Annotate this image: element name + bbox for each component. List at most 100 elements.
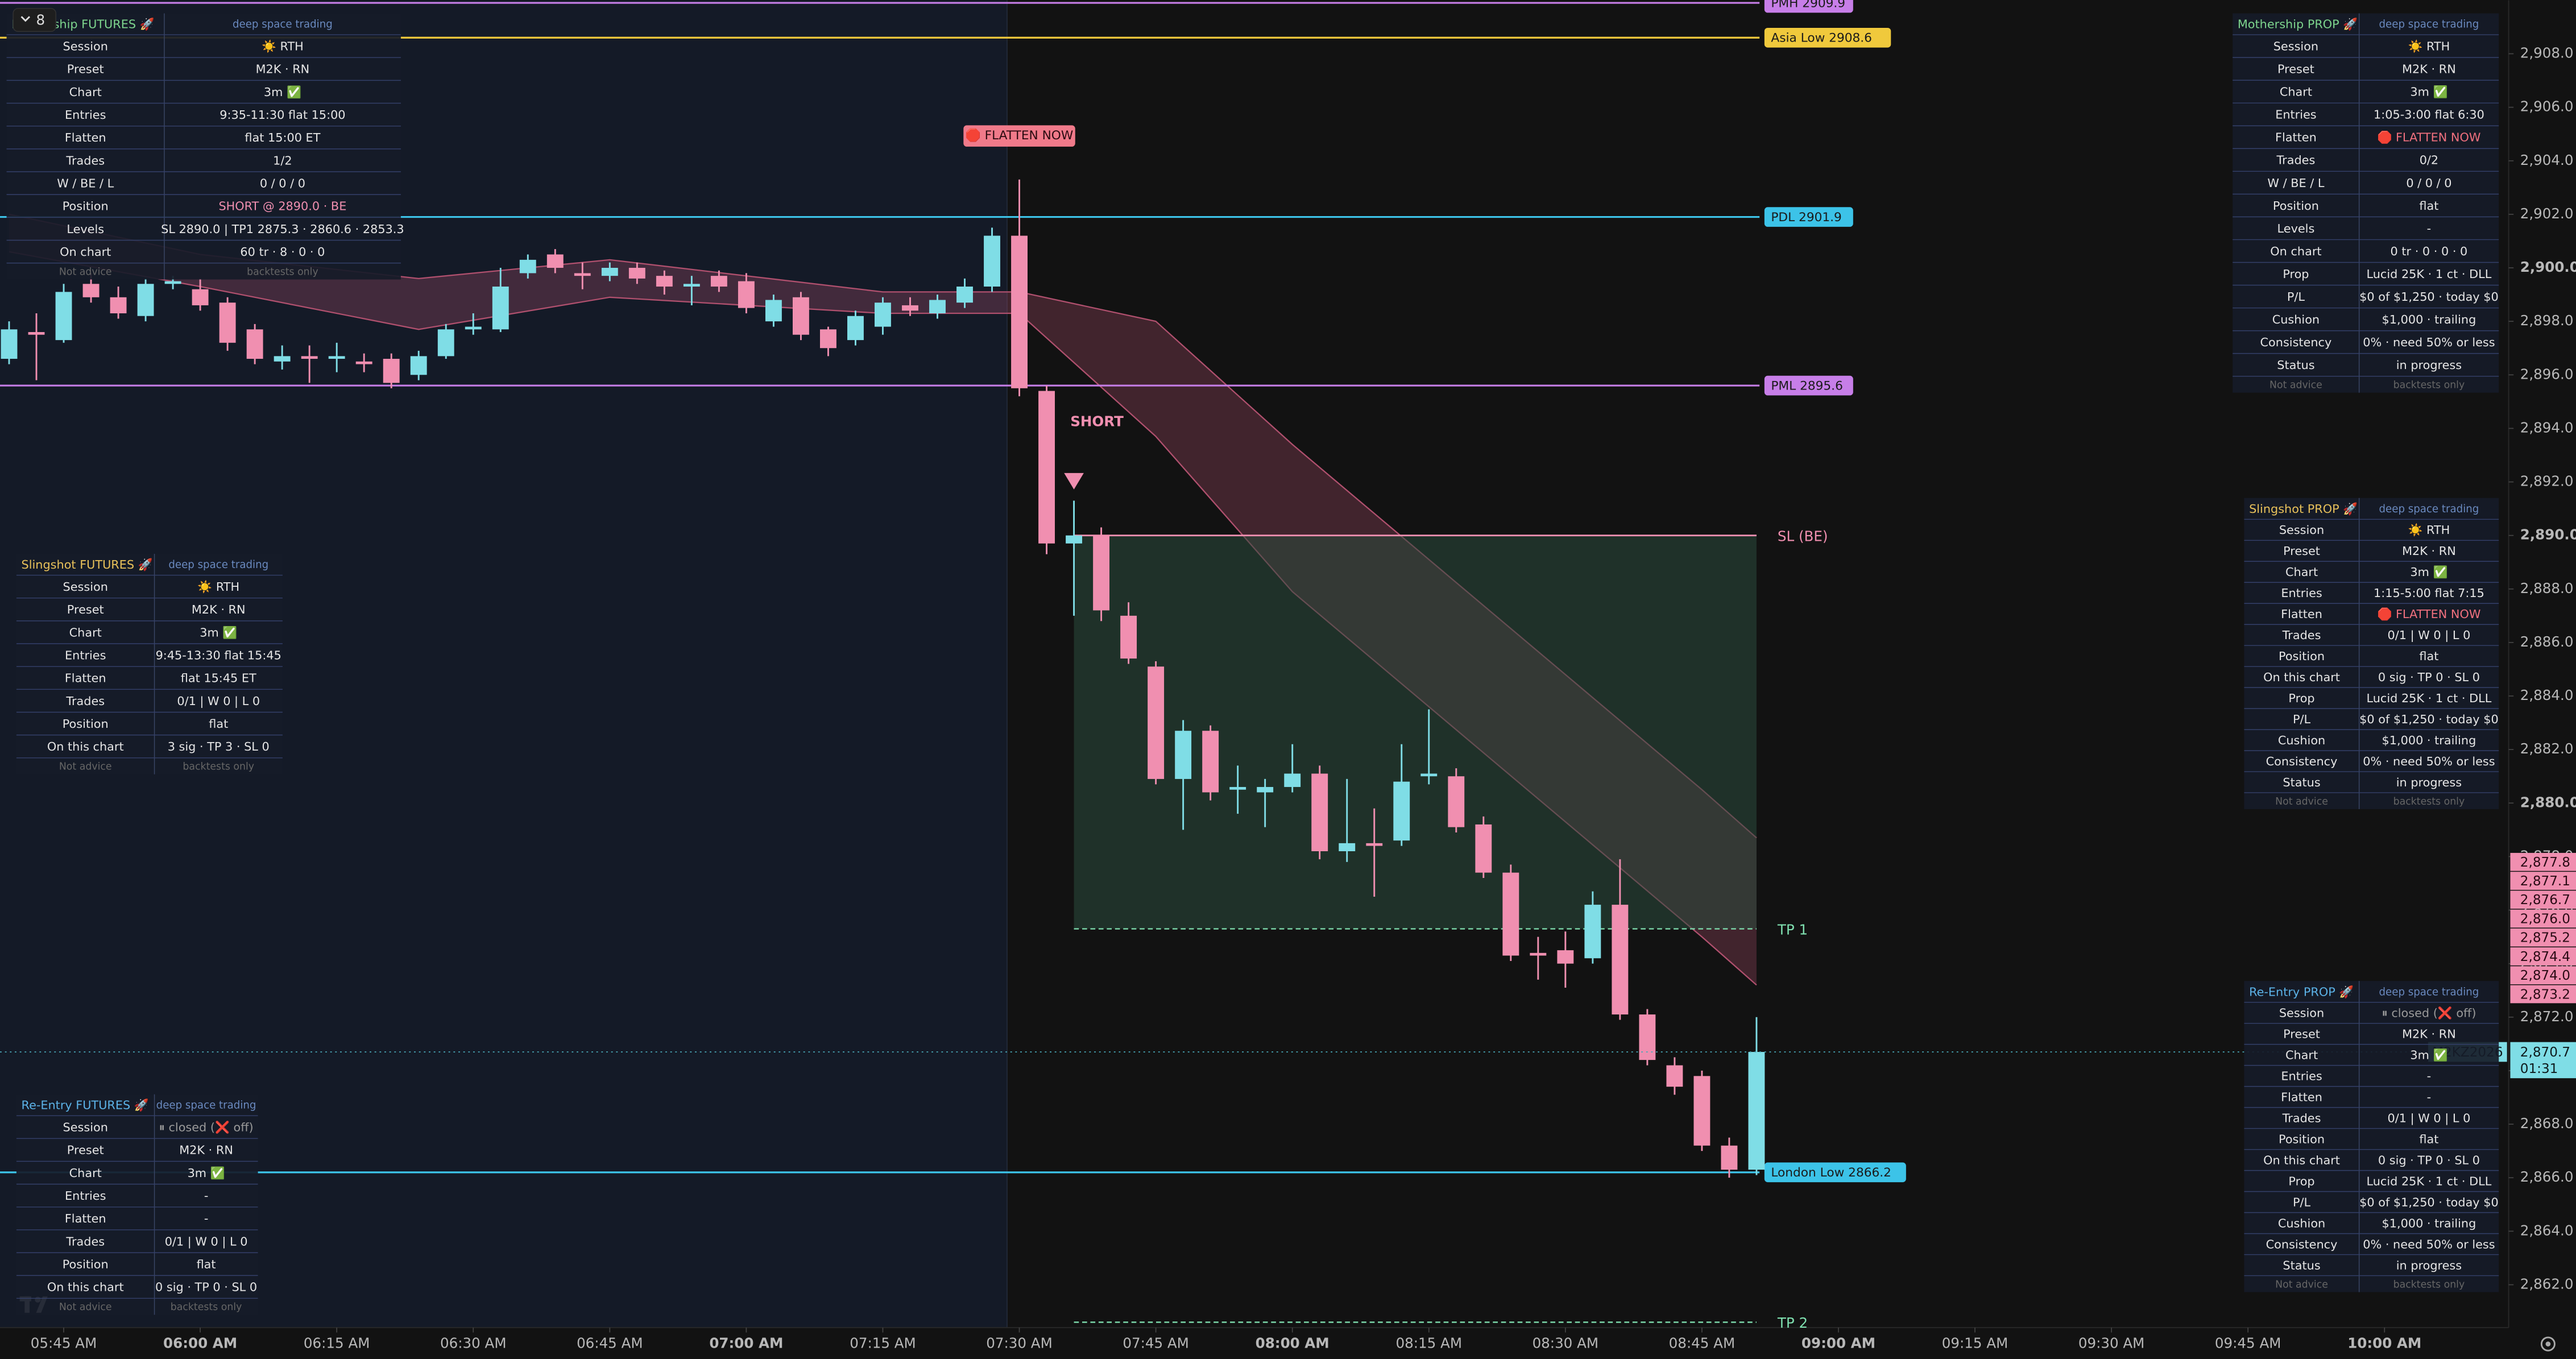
info-panel: Slingshot FUTURES 🚀 deep space trading Ses… — [16, 553, 283, 774]
candle-body — [1448, 776, 1465, 827]
row-value: M2K · RN — [256, 63, 310, 76]
candle-body — [1557, 950, 1574, 964]
row-value: 3m ✅ — [2410, 565, 2447, 579]
row-value: 3m ✅ — [200, 625, 237, 639]
row-key: Entries — [2281, 1070, 2322, 1083]
row-key: Status — [2283, 776, 2320, 789]
chevron — [20, 16, 31, 22]
info-panel: Re-Entry PROP 🚀 deep space trading Session… — [2244, 981, 2499, 1292]
candle-body — [192, 289, 209, 305]
legend-toggle[interactable]: 8 — [13, 8, 56, 32]
row-key: On chart — [60, 245, 111, 259]
panel-bg — [2244, 498, 2499, 809]
panel-title: Mothership PROP 🚀 — [2238, 18, 2358, 31]
y-tick-label: 2,886.0 — [2520, 633, 2574, 650]
row-key: Preset — [2277, 63, 2314, 76]
candle-body — [1093, 535, 1110, 611]
candle-body — [765, 300, 782, 322]
candle-body — [383, 359, 400, 383]
row-key: Flatten — [2281, 1091, 2322, 1104]
row-key: Session — [2279, 1006, 2324, 1020]
x-tick-label: 07:30 AM — [986, 1335, 1053, 1352]
row-value: 0 sig · TP 0 · SL 0 — [2378, 1153, 2480, 1167]
settings-icon[interactable] — [2540, 1336, 2556, 1352]
candle-body — [437, 329, 454, 357]
row-key: Prop — [2288, 691, 2314, 705]
candle-body — [1311, 773, 1328, 851]
row-key: Levels — [2277, 222, 2315, 235]
row-value: 3 sig · TP 3 · SL 0 — [168, 740, 270, 753]
panel-footer: backtests only — [2393, 1279, 2465, 1290]
row-key: Flatten — [65, 1212, 106, 1225]
candle-body — [1502, 872, 1519, 956]
candle-body — [1693, 1076, 1711, 1146]
y-tick-label: 2,898.0 — [2520, 312, 2574, 329]
panel-tag: deep space trading — [2379, 19, 2479, 31]
candle-body — [1639, 1014, 1656, 1060]
row-key: Flatten — [2281, 607, 2322, 621]
y-tick-label: 2,866.0 — [2520, 1169, 2574, 1185]
candle-body — [410, 356, 427, 375]
panel-footer: Not advice — [59, 1302, 112, 1313]
row-key: Position — [2273, 199, 2319, 213]
row-value: 0% · need 50% or less — [2363, 1237, 2495, 1251]
price-marker-label: 2,875.2 — [2520, 931, 2570, 946]
y-tick-label: 2,892.0 — [2520, 473, 2574, 490]
candle-body — [1666, 1065, 1683, 1087]
row-value: flat 15:00 ET — [245, 131, 320, 144]
panel-bg — [2244, 981, 2499, 1292]
row-value: Lucid 25K · 1 ct · DLL — [2367, 1174, 2492, 1188]
panel-footer: Not advice — [59, 267, 112, 278]
row-value: $0 of $1,250 · today $0 — [2359, 712, 2499, 726]
y-tick-label: 2,906.0 — [2520, 98, 2574, 115]
row-value: 0 sig · TP 0 · SL 0 — [2378, 670, 2480, 684]
row-key: Trades — [2276, 154, 2316, 167]
price-marker — [2510, 928, 2576, 947]
row-key: Preset — [67, 63, 104, 76]
y-tick-label: 2,896.0 — [2520, 366, 2574, 382]
row-key: Chart — [69, 85, 102, 99]
info-panel: Mothership FUTURES 🚀 deep space tradingSe… — [6, 13, 404, 280]
row-value: ☀️ RTH — [197, 579, 239, 594]
panel-bg — [2233, 13, 2499, 393]
row-value: 0/1 | W 0 | L 0 — [2388, 628, 2471, 643]
panel-footer: Not advice — [2269, 380, 2322, 391]
price-marker-label: 2,876.7 — [2520, 893, 2570, 908]
row-value: in progress — [2396, 1258, 2462, 1272]
row-value: 3m ✅ — [188, 1166, 225, 1180]
row-value: $1,000 · trailing — [2382, 734, 2476, 747]
panel-title: Slingshot PROP 🚀 — [2249, 502, 2358, 516]
row-value: flat — [197, 1258, 216, 1271]
entry-marker — [1064, 473, 1084, 490]
row-value: - — [2427, 222, 2432, 235]
panel-footer: backtests only — [2393, 796, 2465, 807]
row-key: Chart — [2285, 565, 2318, 579]
panel-bg — [16, 553, 283, 774]
panel-title: Re-Entry FUTURES 🚀 — [22, 1099, 149, 1112]
row-key: Position — [63, 717, 109, 731]
candle-body — [55, 292, 72, 341]
row-value: Lucid 25K · 1 ct · DLL — [2367, 267, 2492, 281]
price-axis — [2508, 0, 2576, 1359]
candle-body — [847, 316, 864, 341]
row-key: Cushion — [2272, 313, 2320, 326]
candle-body — [355, 361, 372, 364]
row-key: Entries — [65, 649, 106, 662]
candle-body — [1120, 615, 1137, 659]
y-tick-label: 2,862.0 — [2520, 1275, 2574, 1292]
row-key: Entries — [2281, 586, 2322, 600]
x-tick-label: 10:00 AM — [2347, 1335, 2421, 1352]
row-key: P/L — [2293, 1195, 2311, 1209]
last-price-tag — [2510, 1042, 2576, 1079]
panel-title: Re-Entry PROP 🚀 — [2249, 985, 2354, 998]
candle-body — [683, 284, 700, 287]
price-marker — [2510, 852, 2576, 871]
panel-footer: backtests only — [247, 267, 318, 278]
panel-bg — [16, 1094, 258, 1315]
candle-body — [28, 332, 45, 335]
row-value: $1,000 · trailing — [2382, 1216, 2476, 1230]
row-key: Session — [63, 1121, 108, 1134]
row-key: Consistency — [2260, 335, 2332, 349]
candle-body — [1175, 731, 1192, 779]
